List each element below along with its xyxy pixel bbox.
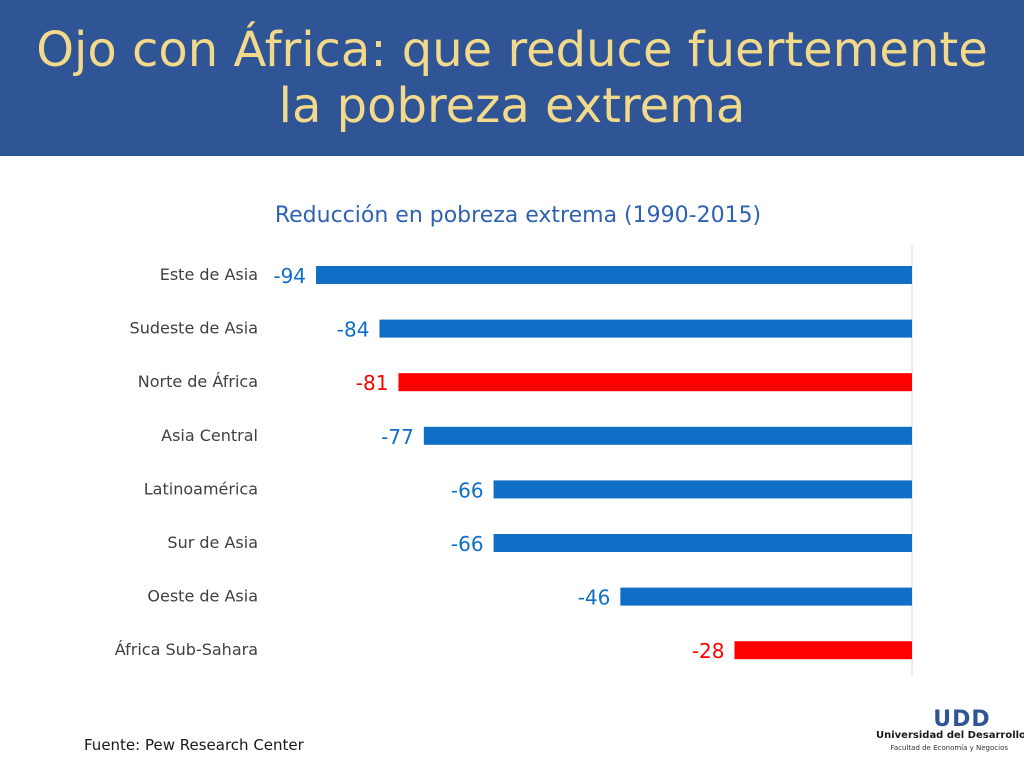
data-label: -81	[356, 371, 389, 395]
category-label: Sudeste de Asia	[130, 319, 258, 338]
bar	[423, 426, 912, 445]
bars-group: Este de Asia -94 Sudeste de Asia -84 Norte d…	[115, 264, 913, 663]
slide-header: Ojo con África: que reduce fuertemente l…	[0, 0, 1024, 156]
bar	[316, 266, 912, 284]
bar	[398, 373, 913, 392]
chart-title: Reducción en pobreza extrema (1990-2015)	[275, 203, 761, 228]
bar	[620, 587, 912, 606]
data-label: -66	[451, 532, 484, 556]
slide-title: Ojo con África: que reduce fuertemente l…	[36, 22, 988, 134]
category-label: Latinoamérica	[144, 479, 258, 498]
category-label: Norte de África	[138, 372, 258, 391]
category-label: África Sub-Sahara	[115, 640, 258, 659]
data-label: -84	[337, 318, 370, 342]
data-label: -94	[273, 264, 306, 288]
category-label: Asia Central	[161, 426, 258, 445]
svg-text:UDD: UDD	[933, 707, 990, 730]
bar	[734, 641, 912, 660]
bar	[379, 319, 912, 338]
faculty-name: Facultad de Economía y Negocios	[890, 744, 1009, 752]
bar-chart: Reducción en pobreza extrema (1990-2015)…	[115, 203, 913, 676]
data-label: -77	[381, 425, 414, 449]
data-label: -66	[451, 478, 484, 502]
university-name: Universidad del Desarrollo	[876, 730, 1024, 741]
data-label: -46	[578, 586, 611, 610]
bar	[493, 480, 912, 499]
university-logo: UDD Universidad del Desarrollo Facultad …	[876, 706, 1024, 754]
category-label: Este de Asia	[160, 265, 258, 284]
udd-logo-mark: UDD	[933, 707, 990, 730]
category-label: Oeste de Asia	[147, 587, 258, 606]
source-note: Fuente: Pew Research Center	[84, 736, 304, 754]
category-label: Sur de Asia	[167, 533, 258, 552]
bar	[493, 534, 912, 552]
data-label: -28	[692, 639, 725, 663]
